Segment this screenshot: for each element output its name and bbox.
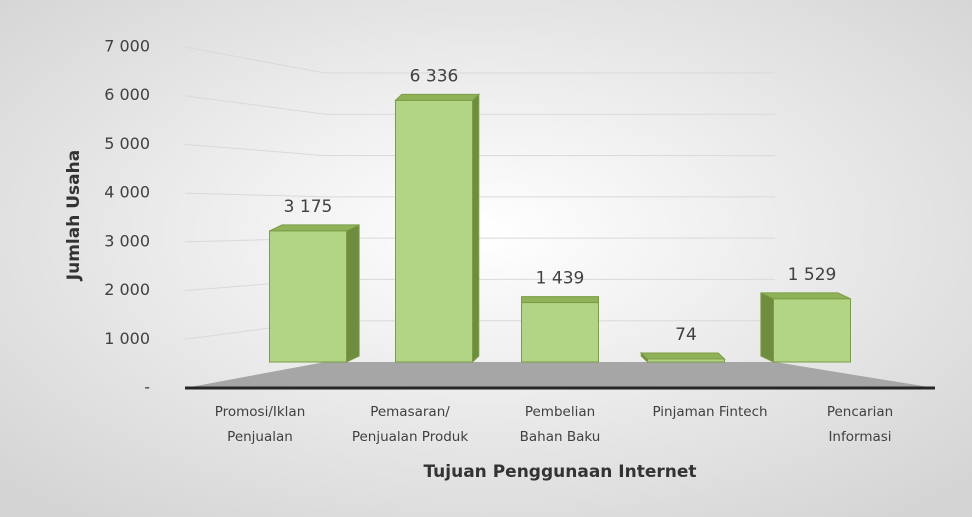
x-tick-label: Penjualan Produk: [352, 429, 469, 445]
bar-top: [269, 224, 360, 232]
grid-line: [184, 95, 775, 115]
y-tick-label: 3 000: [104, 231, 150, 250]
y-tick-label: 5 000: [104, 134, 150, 153]
bar-front: [773, 298, 851, 363]
x-axis-title: Tujuan Penggunaan Internet: [423, 462, 696, 482]
y-tick-label: 2 000: [104, 280, 150, 299]
x-tick-label: Bahan Baku: [520, 429, 601, 445]
x-tick-label: Pembelian: [525, 404, 595, 420]
bar-top: [760, 292, 851, 300]
grid-line: [184, 143, 775, 157]
x-tick-label: Informasi: [828, 429, 891, 445]
bar: [394, 93, 481, 364]
value-label: 74: [675, 325, 697, 345]
x-tick-label: Penjualan: [227, 429, 293, 445]
value-label: 3 175: [284, 197, 333, 217]
bar: [760, 292, 851, 363]
y-axis-title: Jumlah Usaha: [64, 150, 84, 281]
x-tick-label: Pinjaman Fintech: [652, 404, 767, 420]
x-tick-label: Pemasaran/: [370, 404, 450, 420]
x-tick-label: Pencarian: [827, 404, 893, 420]
grid-line: [184, 192, 775, 198]
bar-top: [639, 352, 726, 360]
bar-front: [269, 230, 347, 363]
value-label: 6 336: [410, 66, 459, 86]
y-tick-label: 4 000: [104, 183, 150, 202]
bar-side: [346, 224, 360, 363]
floor: [185, 362, 935, 388]
bar-top: [394, 93, 481, 101]
y-tick-label: 7 000: [104, 37, 150, 56]
x-tick-label: Promosi/Iklan: [215, 404, 306, 420]
value-label: 1 529: [788, 265, 837, 285]
bar: [639, 351, 726, 364]
bar: [521, 296, 599, 363]
bar-top: [521, 296, 599, 304]
y-tick-label: 1 000: [104, 329, 150, 348]
bar-side: [760, 292, 774, 363]
bar-front: [647, 358, 725, 363]
bar-front: [395, 99, 473, 363]
y-tick-label: 6 000: [104, 85, 150, 104]
y-tick-label: -: [144, 378, 150, 397]
grid-line: [184, 46, 775, 74]
value-label: 1 439: [536, 269, 585, 289]
bar: [269, 224, 360, 363]
bar-side: [472, 93, 480, 364]
bar-front: [521, 302, 599, 363]
